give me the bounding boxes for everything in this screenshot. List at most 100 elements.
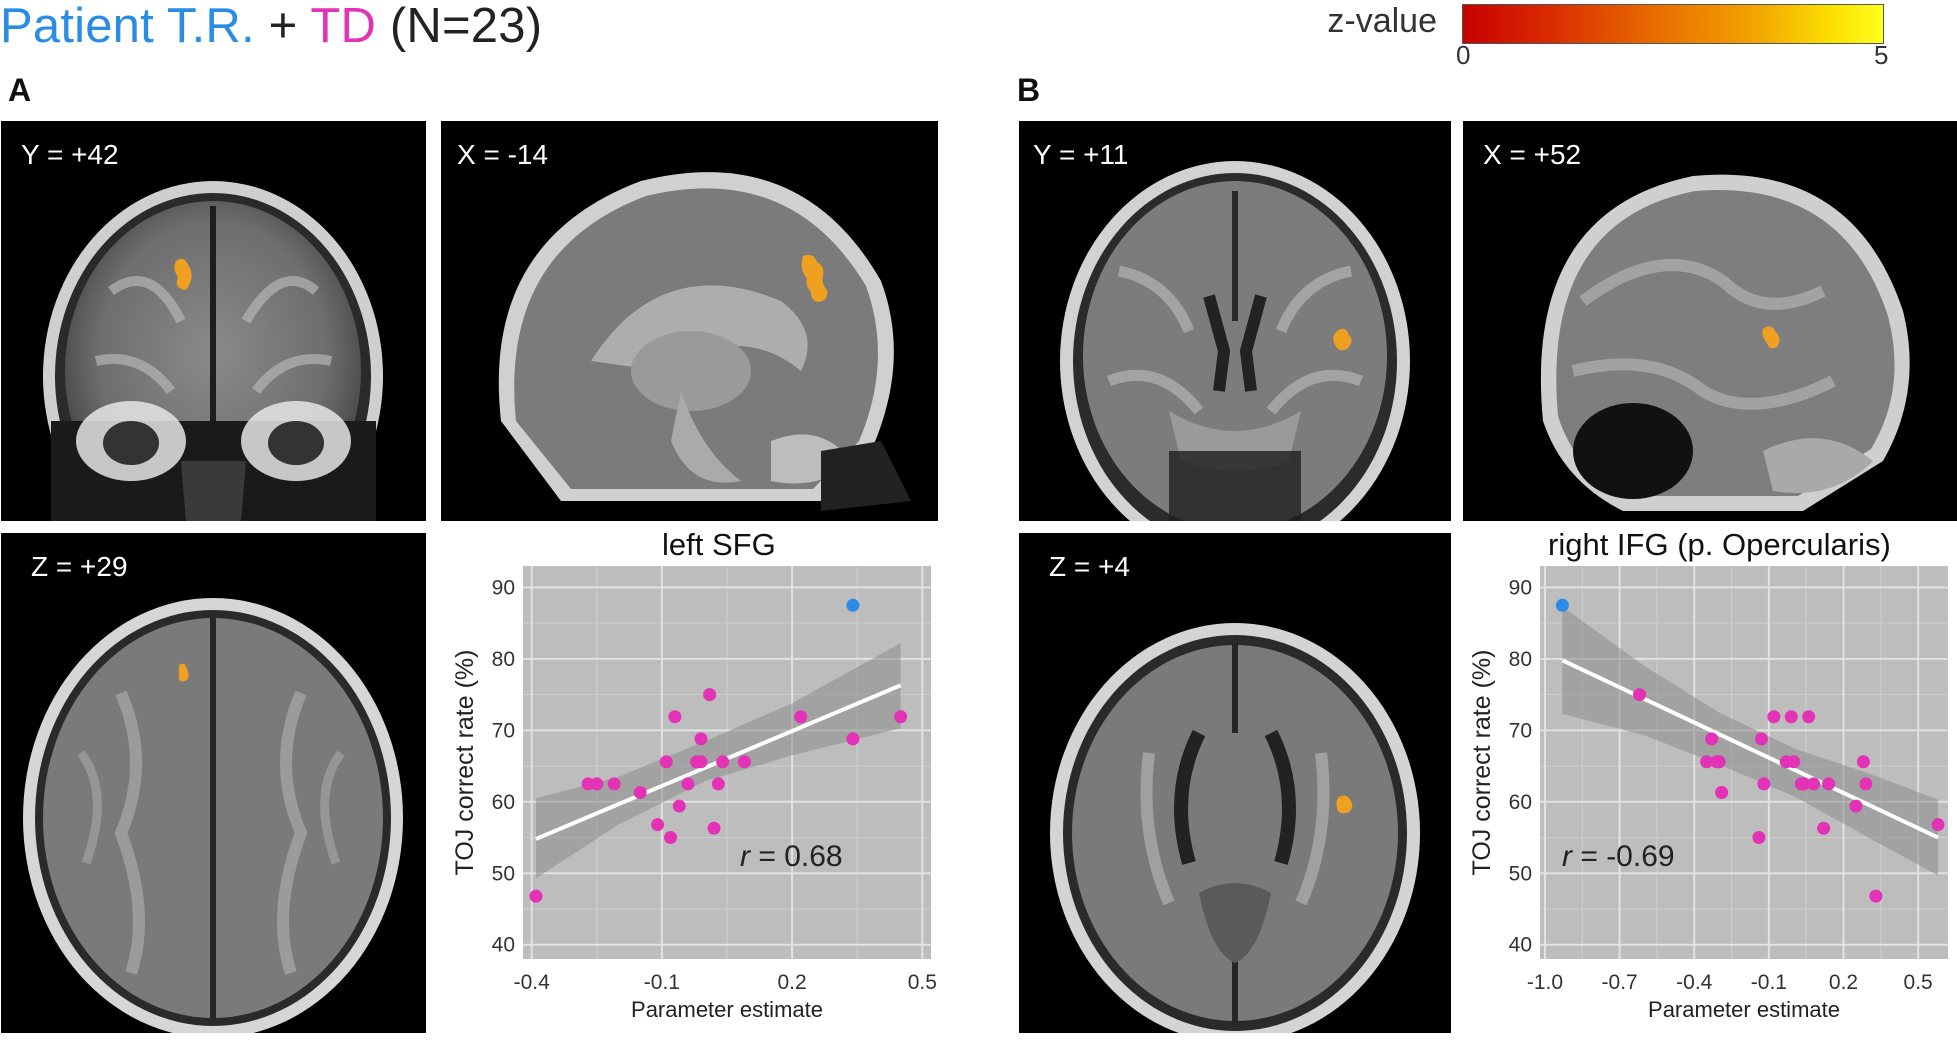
data-point-td bbox=[1754, 732, 1768, 746]
slice-coord-sagittal-b: X = +52 bbox=[1483, 139, 1582, 170]
x-tick-label: -0.4 bbox=[1676, 971, 1713, 994]
title-n: (N=23) bbox=[376, 0, 543, 53]
data-point-td bbox=[794, 710, 808, 724]
title-plus: + bbox=[254, 0, 311, 53]
y-tick-label: 60 bbox=[492, 791, 515, 814]
data-point-td bbox=[590, 777, 604, 791]
activation-blob bbox=[174, 258, 192, 291]
data-point-td bbox=[846, 732, 860, 746]
data-point-td bbox=[529, 889, 543, 903]
y-axis-label: TOJ correct rate (%) bbox=[451, 650, 479, 876]
y-tick-label: 70 bbox=[492, 719, 515, 742]
panel-letter-b: B bbox=[1017, 72, 1041, 108]
data-point-td bbox=[1700, 755, 1714, 769]
x-tick-label: -1.0 bbox=[1527, 971, 1563, 994]
brain-sagittal-a: X = -14 bbox=[441, 121, 938, 521]
data-point-td bbox=[711, 777, 725, 791]
data-point-td bbox=[1931, 818, 1945, 832]
y-tick-label: 80 bbox=[1509, 648, 1532, 671]
data-point-patient bbox=[1555, 598, 1569, 612]
data-point-td bbox=[1757, 777, 1771, 791]
scatter-plot-b: -1.0 -0.7 -0.4 -0.1 0.2 0.5 40 50 60 70 80 90 r = -0… bbox=[1462, 560, 1957, 1038]
data-point-td bbox=[737, 755, 751, 769]
title-td: TD bbox=[310, 0, 377, 53]
data-point-td bbox=[681, 777, 695, 791]
data-point-td bbox=[703, 688, 717, 702]
activation-blob bbox=[1333, 328, 1352, 351]
data-point-td bbox=[1705, 732, 1719, 746]
y-tick-label: 40 bbox=[492, 934, 515, 957]
x-axis-label: Parameter estimate bbox=[1648, 997, 1840, 1022]
x-tick-label: -0.7 bbox=[1602, 971, 1638, 994]
y-tick-label: 90 bbox=[1509, 576, 1532, 599]
data-point-td bbox=[651, 818, 665, 832]
colorbar-min-label: 0 bbox=[1456, 40, 1471, 70]
data-point-td bbox=[1767, 710, 1781, 724]
regression-line bbox=[1561, 658, 1939, 840]
brain-axial-a: Z = +29 bbox=[1, 533, 426, 1033]
slice-coord-axial-b: Z = +4 bbox=[1049, 551, 1130, 582]
confidence-band bbox=[1562, 606, 1939, 876]
scatter-svg-b: -1.0 -0.7 -0.4 -0.1 0.2 0.5 40 50 60 70 80 90 r = -0… bbox=[1468, 566, 1948, 1022]
brain-axial-b: Z = +4 bbox=[1019, 533, 1451, 1033]
activation-blob bbox=[178, 663, 189, 682]
slice-coord-coronal-a: Y = +42 bbox=[21, 139, 119, 170]
correlation-annotation: r = -0.69 bbox=[1562, 840, 1675, 873]
colorbar-max-label: 5 bbox=[1874, 40, 1889, 70]
data-point-td bbox=[707, 821, 721, 835]
data-point-td bbox=[607, 777, 621, 791]
y-tick-label: 50 bbox=[492, 862, 515, 885]
data-point-td bbox=[1802, 710, 1816, 724]
y-tick-label: 90 bbox=[492, 576, 515, 599]
data-point-td bbox=[1822, 777, 1836, 791]
data-point-td bbox=[1712, 755, 1726, 769]
figure-title: Patient T.R. + TD (N=23) bbox=[0, 0, 542, 54]
data-point-td bbox=[1797, 777, 1811, 791]
data-point-td bbox=[668, 710, 682, 724]
y-tick-label: 40 bbox=[1509, 934, 1532, 957]
brain-coronal-b: Y = +11 bbox=[1019, 121, 1451, 521]
title-patient: Patient T.R. bbox=[0, 0, 255, 53]
y-axis-label: TOJ correct rate (%) bbox=[1468, 650, 1496, 876]
colorbar bbox=[1462, 4, 1884, 44]
data-point-td bbox=[1849, 799, 1863, 813]
plot-title-a: left SFG bbox=[662, 527, 776, 562]
brain-coronal-a: Y = +42 bbox=[1, 121, 426, 521]
x-axis-label: Parameter estimate bbox=[631, 997, 823, 1022]
data-point-td bbox=[1633, 688, 1647, 702]
y-tick-label: 70 bbox=[1509, 719, 1532, 742]
activation-blob bbox=[1336, 795, 1353, 814]
data-point-td bbox=[1784, 710, 1798, 724]
colorbar-label: z-value bbox=[1327, 2, 1437, 40]
x-tick-label: 0.5 bbox=[1904, 971, 1933, 994]
plot-title-b: right IFG (p. Opercularis) bbox=[1548, 527, 1891, 562]
scatter-plot-a: -0.4 -0.1 0.2 0.5 40 50 60 70 80 90 r = 0.68 Parame… bbox=[440, 560, 940, 1038]
x-tick-label: -0.1 bbox=[1751, 971, 1787, 994]
y-tick-label: 80 bbox=[492, 648, 515, 671]
slice-coord-sagittal-a: X = -14 bbox=[457, 139, 549, 170]
panel-letter-a: A bbox=[8, 72, 32, 108]
data-point-td bbox=[1787, 755, 1801, 769]
data-point-td bbox=[1817, 821, 1831, 835]
data-point-td bbox=[633, 786, 647, 800]
slice-coord-coronal-b: Y = +11 bbox=[1033, 139, 1129, 170]
x-tick-label: 0.2 bbox=[778, 971, 807, 994]
x-tick-label: 0.5 bbox=[908, 971, 937, 994]
scatter-svg-a: -0.4 -0.1 0.2 0.5 40 50 60 70 80 90 r = 0.68 Parame… bbox=[451, 566, 937, 1022]
brain-sagittal-b: X = +52 bbox=[1463, 121, 1957, 521]
x-tick-label: -0.4 bbox=[514, 971, 551, 994]
activation-blob bbox=[1762, 326, 1780, 349]
data-point-patient bbox=[846, 598, 860, 612]
x-tick-label: 0.2 bbox=[1829, 971, 1858, 994]
data-point-td bbox=[1715, 786, 1729, 800]
y-tick-label: 50 bbox=[1509, 862, 1532, 885]
data-point-td bbox=[1752, 831, 1766, 845]
data-point-td bbox=[894, 710, 908, 724]
activation-blob bbox=[801, 254, 828, 302]
correlation-annotation: r = 0.68 bbox=[740, 840, 843, 873]
slice-coord-axial-a: Z = +29 bbox=[31, 551, 128, 582]
data-point-td bbox=[1807, 777, 1821, 791]
y-tick-label: 60 bbox=[1509, 791, 1532, 814]
data-point-td bbox=[1869, 889, 1883, 903]
data-point-td bbox=[694, 732, 708, 746]
